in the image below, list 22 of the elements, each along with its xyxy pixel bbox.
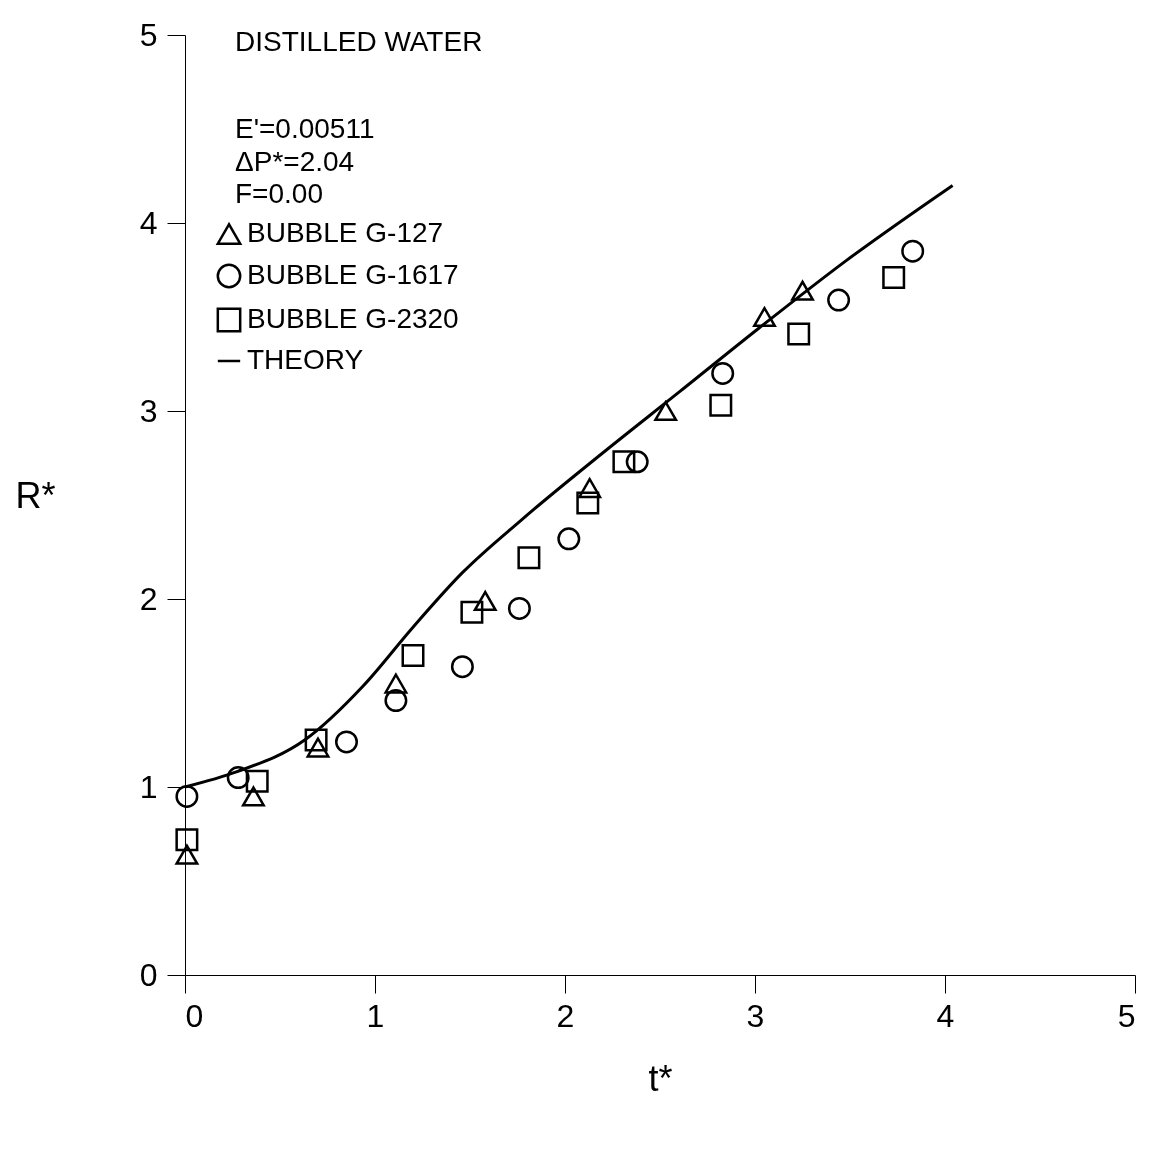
x-tick-label: 0 [185, 997, 204, 1034]
y-tick-label: 3 [139, 392, 158, 429]
y-axis-title: R* [15, 474, 56, 516]
y-tick-label: 2 [139, 580, 158, 617]
annotation: DISTILLED WATER [235, 26, 483, 57]
legend-label: THEORY [247, 344, 364, 375]
x-axis-title: t* [648, 1057, 673, 1099]
y-tick-label: 5 [139, 16, 158, 53]
annotation: E'=0.00511 [235, 113, 375, 144]
legend-label: BUBBLE G-127 [247, 217, 444, 248]
y-tick-label: 0 [139, 956, 158, 993]
y-tick-label: 1 [139, 768, 158, 805]
x-tick-label: 3 [746, 997, 765, 1034]
annotation: ΔP*=2.04 [235, 146, 355, 177]
y-tick-label: 4 [139, 204, 158, 241]
x-tick-label: 5 [1117, 997, 1136, 1034]
legend-label: BUBBLE G-1617 [247, 259, 459, 290]
x-tick-label: 1 [366, 997, 385, 1034]
legend-label: BUBBLE G-2320 [247, 303, 459, 334]
x-tick-label: 2 [556, 997, 575, 1034]
annotation: F=0.00 [235, 178, 323, 209]
x-tick-label: 4 [936, 997, 955, 1034]
